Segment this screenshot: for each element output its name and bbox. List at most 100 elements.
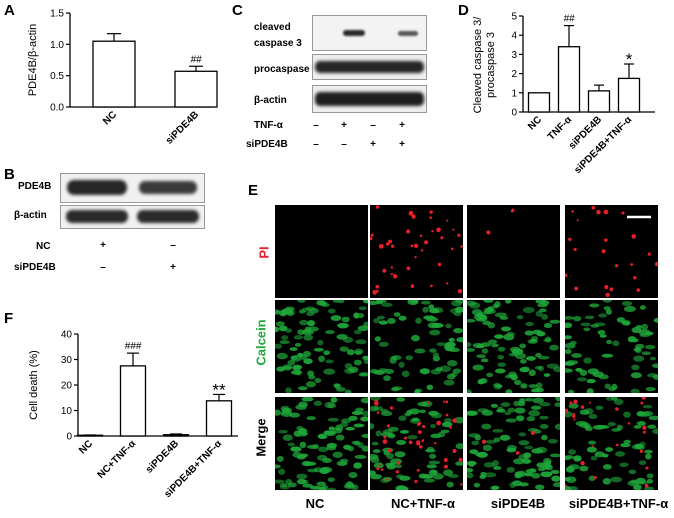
live-cell — [303, 334, 314, 341]
dead-cell — [442, 400, 445, 403]
live-cell — [426, 446, 435, 452]
live-cell — [649, 356, 657, 361]
live-cell — [390, 387, 400, 392]
live-cell — [275, 464, 281, 469]
live-cell — [639, 333, 651, 338]
micrograph-merge-4 — [565, 397, 658, 490]
live-cell — [472, 364, 484, 371]
live-cell — [494, 368, 506, 374]
live-cell — [565, 456, 571, 461]
live-cell — [635, 325, 643, 329]
dead-cell — [633, 276, 637, 280]
live-cell — [530, 335, 539, 341]
live-cell — [483, 300, 494, 303]
live-cell — [635, 445, 646, 450]
live-cell — [389, 357, 397, 364]
live-cell — [324, 430, 337, 437]
dead-cell — [378, 243, 384, 249]
live-cell — [583, 327, 591, 332]
live-cell — [386, 462, 396, 470]
live-cell — [327, 477, 335, 482]
y-tick-label: 0 — [66, 432, 72, 443]
live-cell — [396, 474, 404, 479]
dead-cell — [436, 420, 442, 426]
live-cell — [419, 368, 430, 375]
dead-cell — [424, 240, 429, 245]
live-cell — [341, 418, 352, 424]
live-cell — [645, 453, 652, 460]
live-cell — [565, 322, 573, 329]
live-cell — [506, 466, 515, 473]
live-cell — [647, 424, 657, 429]
live-cell — [493, 466, 502, 470]
dead-cell — [574, 286, 579, 291]
live-cell — [621, 301, 633, 306]
live-cell — [332, 300, 339, 303]
live-cell — [370, 397, 381, 401]
dead-cell — [406, 266, 411, 271]
dead-cell — [422, 424, 426, 429]
live-cell — [427, 322, 439, 329]
dead-cell — [395, 470, 399, 474]
live-cell — [302, 350, 312, 358]
live-cell — [549, 453, 560, 458]
live-cell — [467, 348, 476, 352]
live-cell — [505, 418, 517, 423]
live-cell — [282, 364, 293, 371]
dead-cell — [390, 244, 395, 248]
live-cell — [435, 367, 443, 372]
dead-cell — [372, 289, 378, 295]
dead-cell — [452, 448, 457, 454]
live-cell — [605, 447, 614, 452]
live-cell — [633, 347, 641, 352]
live-cell — [375, 430, 382, 437]
micrograph-merge-3 — [467, 397, 560, 490]
live-cell — [633, 484, 642, 490]
dead-cell — [615, 407, 619, 411]
dead-cell — [413, 243, 419, 248]
live-cell — [393, 312, 401, 317]
live-cell — [278, 325, 288, 332]
live-cell — [509, 482, 516, 488]
chart-d: 0 1 2 3 4 5 Cleaved caspase 3/procaspase 3 NC ##… — [472, 12, 655, 176]
dead-cell — [375, 205, 380, 209]
live-cell — [631, 364, 640, 371]
y-tick-label: 1.5 — [50, 9, 64, 20]
live-cell — [377, 315, 385, 320]
live-cell — [360, 397, 368, 404]
micrograph-calcein-4 — [565, 300, 658, 393]
live-cell — [371, 441, 379, 446]
live-cell — [275, 309, 281, 315]
live-cell — [475, 317, 485, 322]
live-cell — [642, 404, 653, 409]
blot-c-sign: – — [370, 120, 376, 131]
bar — [205, 400, 233, 437]
live-cell — [541, 434, 548, 441]
dead-cell — [375, 284, 380, 289]
live-cell — [565, 485, 572, 490]
live-cell — [301, 397, 314, 402]
dead-cell — [416, 468, 420, 472]
dead-cell — [596, 209, 601, 215]
live-cell — [491, 485, 500, 490]
dead-cell — [444, 464, 448, 469]
live-cell — [426, 316, 439, 322]
live-cell — [594, 451, 605, 458]
live-cell — [514, 352, 527, 360]
live-cell — [606, 339, 613, 345]
micrograph-pi-4 — [565, 205, 658, 298]
dead-cell — [510, 209, 514, 213]
live-cell — [616, 424, 623, 431]
live-cell — [395, 485, 408, 490]
live-cell — [276, 352, 288, 360]
live-cell — [513, 400, 520, 407]
dead-cell — [458, 457, 463, 462]
live-cell — [307, 444, 319, 449]
live-cell — [307, 320, 316, 327]
live-cell — [476, 354, 486, 359]
dead-cell — [573, 399, 578, 404]
live-cell — [381, 411, 393, 417]
live-cell — [452, 368, 462, 374]
live-cell — [330, 397, 338, 403]
live-cell — [275, 409, 282, 416]
